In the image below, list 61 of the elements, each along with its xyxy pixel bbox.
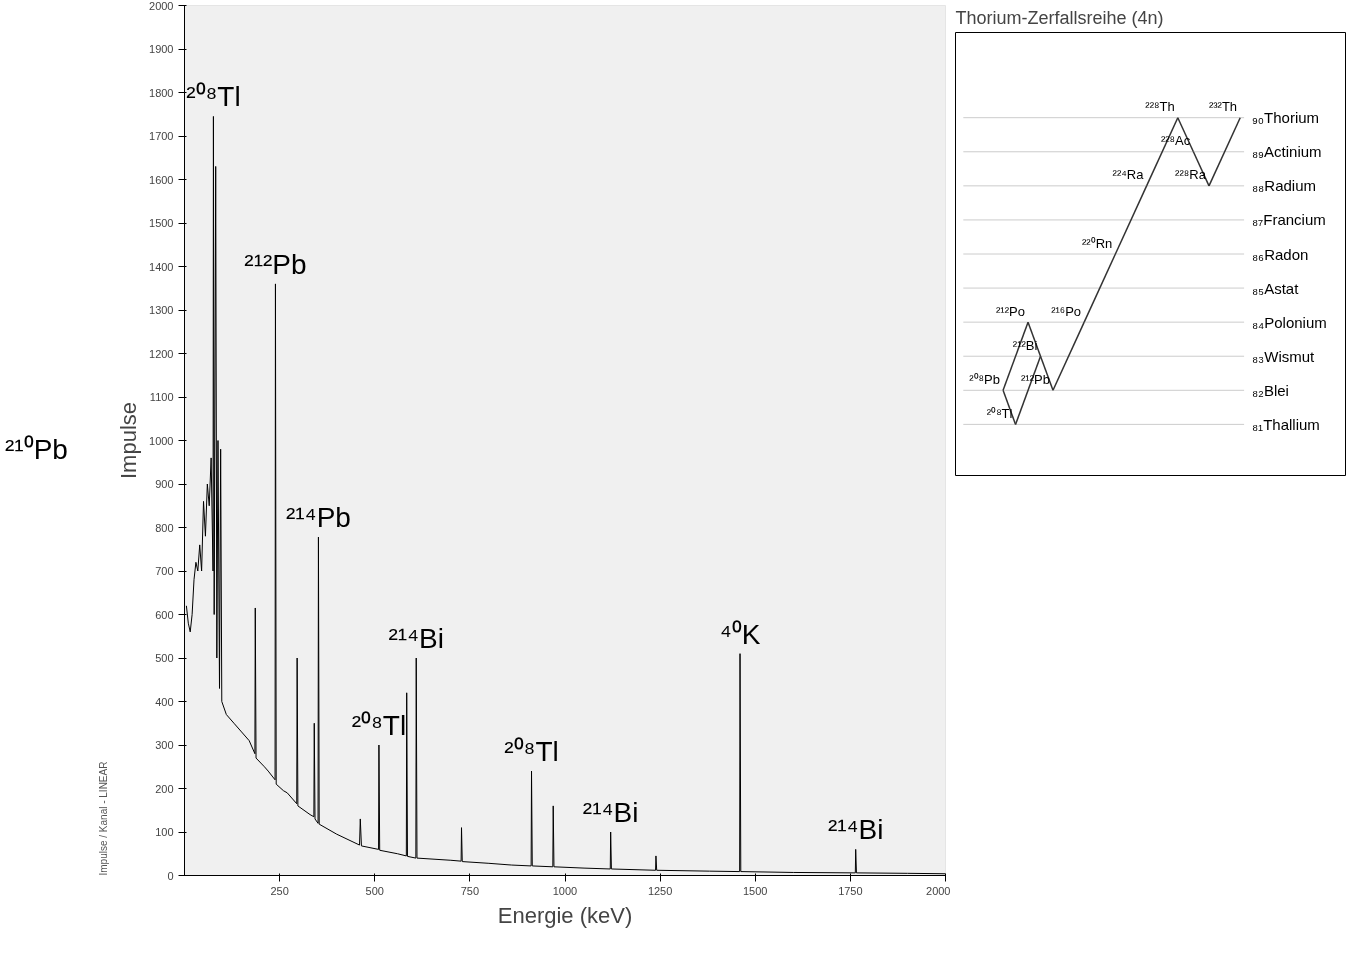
y-tick-label: 400 bbox=[155, 695, 174, 708]
text: ²²⁰Rn bbox=[1082, 235, 1113, 251]
text: ₈₁Thallium bbox=[1251, 415, 1320, 433]
y-axis-title: Impulse bbox=[116, 401, 142, 480]
x-tick-label: 2000 bbox=[926, 884, 951, 897]
x-tick-label: 1250 bbox=[647, 884, 673, 897]
y-tick-label: 500 bbox=[155, 652, 174, 664]
y-tick-label: 900 bbox=[155, 478, 174, 490]
y-tick-label: 1200 bbox=[149, 347, 174, 360]
y-tick-label: 1100 bbox=[149, 391, 174, 403]
annotation: ²¹⁴Bi bbox=[582, 797, 639, 828]
y-tick-label: 2000 bbox=[149, 0, 174, 12]
text: ₉₀Thorium bbox=[1251, 109, 1320, 127]
text: ₈₆Radon bbox=[1251, 245, 1309, 263]
text: Impulse / Kanal - LINEAR bbox=[97, 761, 109, 876]
y-tick-label: 800 bbox=[155, 521, 174, 534]
y-tick-label: 1800 bbox=[149, 86, 174, 99]
x-tick-label: 1000 bbox=[552, 884, 578, 897]
y-tick-label: 1500 bbox=[149, 217, 174, 229]
text: ₈₂Blei bbox=[1251, 381, 1289, 399]
y-tick-label: 200 bbox=[155, 782, 174, 795]
annotation: ²¹²Pb bbox=[244, 248, 307, 280]
text: ₈₃Wismut bbox=[1251, 347, 1316, 365]
annotation: ²⁰⁸Tl bbox=[186, 81, 241, 113]
y-tick-label: 600 bbox=[155, 608, 174, 621]
text: ²¹⁰Pb bbox=[5, 433, 68, 467]
text: ₈₇Francium bbox=[1251, 211, 1326, 229]
annotation: ⁴⁰K bbox=[719, 618, 761, 650]
text: ²³²Th bbox=[1208, 99, 1238, 115]
x-tick-label: 750 bbox=[460, 884, 480, 897]
y-tick-label: 1400 bbox=[149, 260, 174, 273]
x-tick-label: 250 bbox=[270, 884, 289, 897]
x-tick-label: 1500 bbox=[743, 884, 768, 897]
y-tick-label: 1600 bbox=[149, 173, 174, 186]
y-tick-label: 0 bbox=[167, 869, 174, 882]
text: Thorium-Zerfallsreihe (4n) bbox=[955, 7, 1164, 28]
text: ₈₅Astat bbox=[1251, 279, 1300, 297]
text: ²⁰⁸Pb bbox=[969, 371, 1000, 387]
text: ²¹²Po bbox=[996, 303, 1025, 319]
annotation: ²¹⁴Pb bbox=[285, 502, 351, 534]
annotation: ²¹⁴Bi bbox=[827, 814, 884, 846]
text: ²¹⁶Po bbox=[1051, 303, 1082, 319]
y-tick-label: 300 bbox=[155, 739, 174, 751]
text: ₈₈Radium bbox=[1251, 177, 1317, 195]
text: ²²⁸Th bbox=[1145, 99, 1175, 115]
x-axis-title: Energie (keV) bbox=[497, 902, 633, 928]
x-tick-label: 1750 bbox=[838, 884, 863, 897]
y-tick-label: 100 bbox=[155, 826, 174, 838]
annotation: ²¹⁴Bi bbox=[388, 623, 445, 654]
y-tick-label: 1700 bbox=[149, 130, 174, 142]
text: ²²⁴Ra bbox=[1112, 167, 1145, 183]
annotation: ²⁰⁸Tl bbox=[504, 736, 559, 768]
x-tick-label: 500 bbox=[365, 884, 384, 897]
text: ²⁰⁸Tl bbox=[986, 405, 1013, 421]
text: ₈₉Actinium bbox=[1251, 143, 1322, 161]
y-tick-label: 1300 bbox=[149, 304, 174, 316]
y-tick-label: 700 bbox=[155, 565, 174, 577]
y-tick-label: 1000 bbox=[149, 434, 174, 447]
text: ₈₄Polonium bbox=[1251, 313, 1327, 331]
annotation: ²⁰⁸Tl bbox=[351, 710, 407, 741]
y-tick-label: 1900 bbox=[149, 43, 174, 55]
